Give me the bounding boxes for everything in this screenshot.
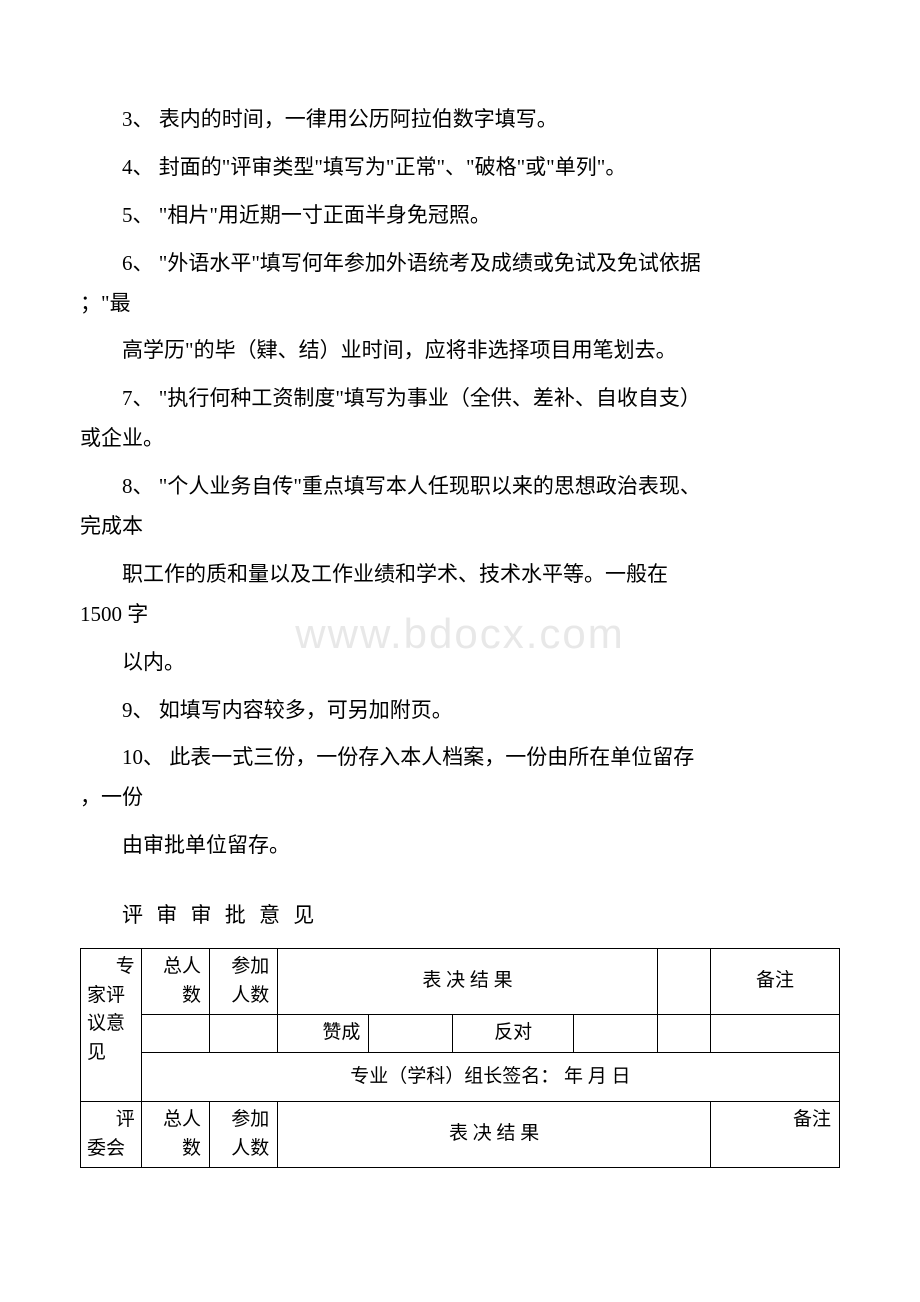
section1-label-cell: 专 家评议意见 [81, 949, 142, 1102]
item-6-line2: ；"最 [80, 284, 840, 324]
item-7-line2: 或企业。 [80, 419, 840, 459]
approve-header-cell: 赞成 [278, 1015, 369, 1053]
signature-cell: 专业（学科）组长签名： 年 月 日 [141, 1052, 839, 1102]
table-title: 评 审 审 批 意 见 [80, 896, 840, 936]
section2-label-part2: 委会 [87, 1135, 135, 1164]
against-value-cell [574, 1015, 657, 1053]
item-10-line3: 由审批单位留存。 [80, 826, 840, 866]
participants-label: 参加人数 [216, 953, 271, 1010]
item-5: 5、 "相片"用近期一寸正面半身免冠照。 [80, 196, 840, 236]
participants-header-cell-2: 参加人数 [210, 1102, 278, 1168]
table-row: 专业（学科）组长签名： 年 月 日 [81, 1052, 840, 1102]
remark-header-cell: 备注 [710, 949, 839, 1015]
item-7-line1: 7、 "执行何种工资制度"填写为事业（全供、差补、自收自支） [80, 379, 840, 419]
result-header-cell: 表 决 结 果 [278, 949, 657, 1015]
total-label: 总人数 [148, 953, 203, 1010]
total-header-cell-2: 总人数 [141, 1102, 209, 1168]
remark-header-cell-2: 备注 [710, 1102, 839, 1168]
section2-label-cell: 评 委会 [81, 1102, 142, 1168]
section2-label-part1: 评 [87, 1106, 135, 1135]
total-value-cell-1 [141, 1015, 209, 1053]
item-8-line2: 完成本 [80, 507, 840, 547]
item-6-line1: 6、 "外语水平"填写何年参加外语统考及成绩或免试及免试依据 [80, 244, 840, 284]
spacer-cell-1 [657, 949, 710, 1015]
approve-label: 赞成 [284, 1019, 362, 1048]
item-8-line4: 1500 字 [80, 595, 840, 635]
remark-value-cell-1 [710, 1015, 839, 1053]
item-10-line2: ，一份 [80, 778, 840, 818]
spacer-cell-2 [657, 1015, 710, 1053]
result-header-cell-2: 表 决 结 果 [278, 1102, 711, 1168]
item-9: 9、 如填写内容较多，可另加附页。 [80, 691, 840, 731]
item-8-line1: 8、 "个人业务自传"重点填写本人任现职以来的思想政治表现、 [80, 467, 840, 507]
item-4: 4、 封面的"评审类型"填写为"正常"、"破格"或"单列"。 [80, 148, 840, 188]
section1-label-part2: 家评议意见 [87, 982, 135, 1068]
remark-label-2: 备注 [717, 1106, 833, 1135]
item-10-line1: 10、 此表一式三份，一份存入本人档案，一份由所在单位留存 [80, 738, 840, 778]
table-row: 专 家评议意见 总人数 参加人数 表 决 结 果 备注 [81, 949, 840, 1015]
item-3: 3、 表内的时间，一律用公历阿拉伯数字填写。 [80, 100, 840, 140]
approval-table: 专 家评议意见 总人数 参加人数 表 决 结 果 备注 赞成 反对 [80, 948, 840, 1168]
approve-value-cell [369, 1015, 452, 1053]
total-header-cell: 总人数 [141, 949, 209, 1015]
section1-label-part1: 专 [87, 953, 135, 982]
against-header-cell: 反对 [452, 1015, 573, 1053]
table-row: 赞成 反对 [81, 1015, 840, 1053]
participants-value-cell-1 [210, 1015, 278, 1053]
table-row: 评 委会 总人数 参加人数 表 决 结 果 备注 [81, 1102, 840, 1168]
total-label-2: 总人数 [148, 1106, 203, 1163]
participants-header-cell: 参加人数 [210, 949, 278, 1015]
participants-label-2: 参加人数 [216, 1106, 271, 1163]
item-8-line3: 职工作的质和量以及工作业绩和学术、技术水平等。一般在 [80, 555, 840, 595]
item-8-line5: 以内。 [80, 643, 840, 683]
document-content: 3、 表内的时间，一律用公历阿拉伯数字填写。 4、 封面的"评审类型"填写为"正… [80, 100, 840, 1168]
item-6-line3: 高学历"的毕（肄、结）业时间，应将非选择项目用笔划去。 [80, 331, 840, 371]
